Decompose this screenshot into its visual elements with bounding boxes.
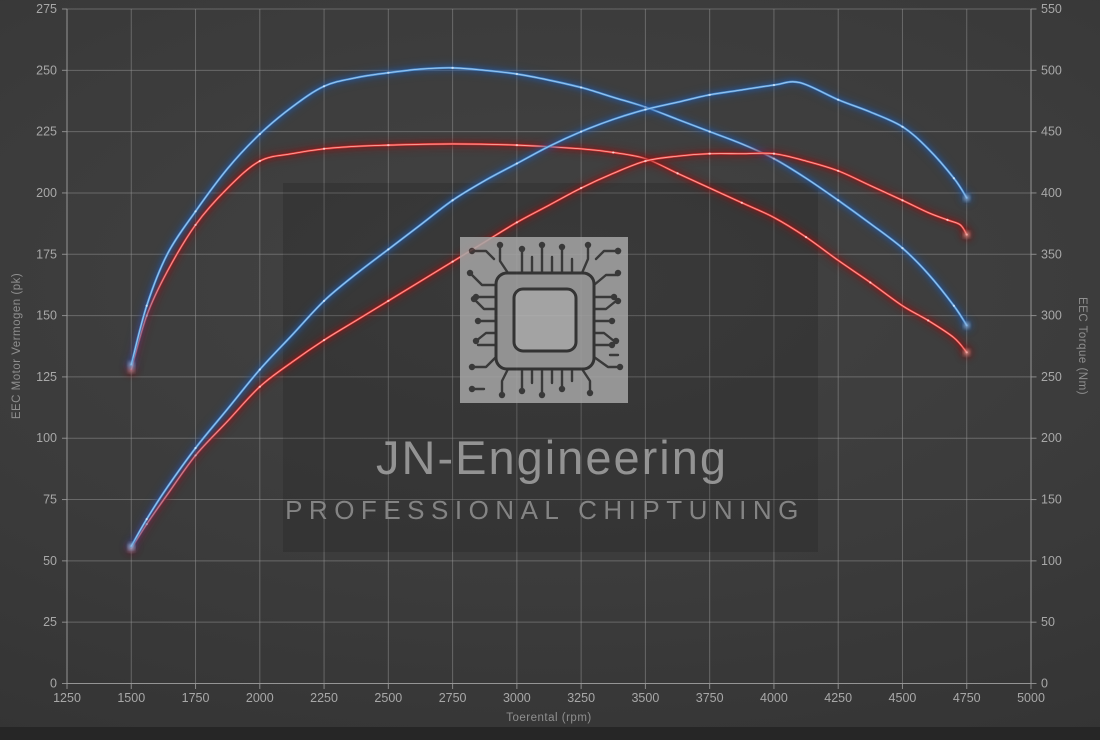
- x-tick-label: 2750: [439, 691, 467, 705]
- x-tick-label: 4500: [889, 691, 917, 705]
- x-tick-label: 3250: [567, 691, 595, 705]
- curve-red-power: [126, 148, 972, 554]
- x-tick-label: 4000: [760, 691, 788, 705]
- y-right-tick-label: 550: [1041, 2, 1062, 16]
- bottom-strip: [0, 727, 1100, 740]
- x-tick-label: 2500: [374, 691, 402, 705]
- y-right-tick-label: 0: [1041, 677, 1048, 691]
- right-axis-title: EEC Torque (Nm): [1076, 297, 1088, 395]
- y-right-tick-label: 500: [1041, 63, 1062, 77]
- curve-blue-power: [126, 77, 972, 552]
- x-tick-label: 4750: [953, 691, 981, 705]
- left-axis-title: EEC Motor Vermogen (pk): [11, 273, 23, 419]
- x-tick-label: 5000: [1017, 691, 1045, 705]
- y-left-tick-label: 0: [50, 677, 57, 691]
- y-left-tick-label: 250: [36, 63, 57, 77]
- x-tick-label: 2000: [246, 691, 274, 705]
- y-right-tick-label: 400: [1041, 186, 1062, 200]
- x-tick-label: 1750: [182, 691, 210, 705]
- grid-lines: [66, 8, 1032, 684]
- x-tick-label: 3750: [696, 691, 724, 705]
- y-left-tick-label: 200: [36, 186, 57, 200]
- x-tick-label: 3000: [503, 691, 531, 705]
- y-right-tick-label: 450: [1041, 125, 1062, 139]
- y-left-tick-label: 50: [43, 554, 57, 568]
- y-left-tick-label: 175: [36, 247, 57, 261]
- y-left-tick-label: 100: [36, 431, 57, 445]
- x-tick-label: 4250: [824, 691, 852, 705]
- y-right-tick-label: 300: [1041, 309, 1062, 323]
- x-tick-label: 2250: [310, 691, 338, 705]
- y-left-tick-label: 125: [36, 370, 57, 384]
- axis-spines: [62, 8, 1037, 689]
- y-right-tick-label: 50: [1041, 615, 1055, 629]
- y-right-tick-label: 100: [1041, 554, 1062, 568]
- curve-blue-torque: [126, 63, 972, 370]
- y-right-tick-label: 250: [1041, 370, 1062, 384]
- y-left-tick-label: 25: [43, 615, 57, 629]
- y-left-tick-label: 275: [36, 2, 57, 16]
- y-right-tick-label: 200: [1041, 431, 1062, 445]
- curve-red-torque: [126, 139, 972, 375]
- y-left-tick-label: 75: [43, 493, 57, 507]
- watermark-tagline-text: PROFESSIONAL CHIPTUNING: [285, 495, 805, 525]
- y-right-tick-label: 350: [1041, 247, 1062, 261]
- watermark-brand-text: JN-Engineering: [376, 431, 728, 484]
- y-left-tick-label: 150: [36, 309, 57, 323]
- x-tick-label: 1500: [117, 691, 145, 705]
- cpu-chip-icon: [460, 237, 628, 403]
- y-right-tick-label: 150: [1041, 493, 1062, 507]
- x-tick-label: 3500: [631, 691, 659, 705]
- tick-labels: 1250 1500 1750 2000 2250 2500 2750 3000 3250 3500…: [36, 2, 1062, 705]
- dyno-curves: [126, 63, 972, 554]
- x-axis-title: Toerental (rpm): [506, 712, 591, 724]
- y-left-tick-label: 225: [36, 125, 57, 139]
- x-tick-label: 1250: [53, 691, 81, 705]
